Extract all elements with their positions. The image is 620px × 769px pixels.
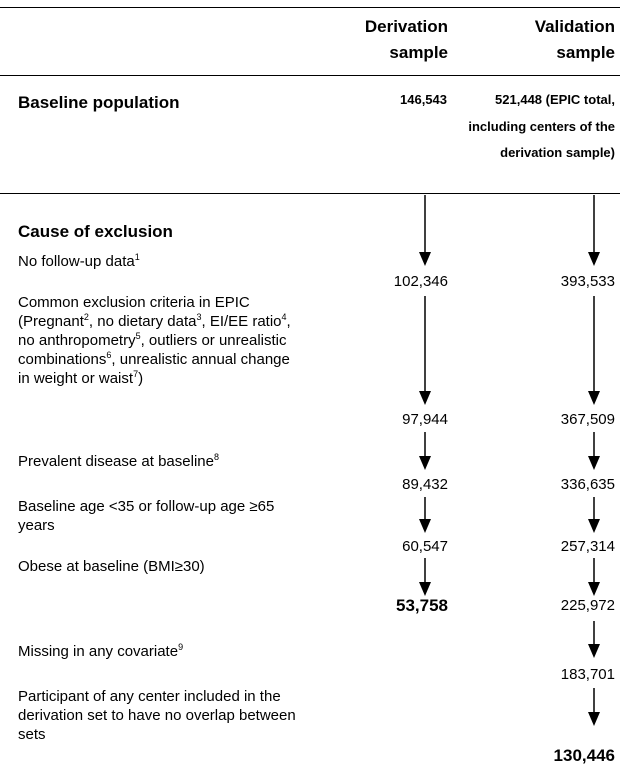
step-label: No follow-up data1 <box>18 252 140 271</box>
footnote-ref: 5 <box>135 331 141 341</box>
label-line: Obese at baseline (BMI≥30) <box>18 557 205 576</box>
footnote-ref: 4 <box>281 312 287 322</box>
label-line: no anthropometry5, outliers or unrealist… <box>18 331 291 350</box>
label-line: Common exclusion criteria in EPIC <box>18 293 291 312</box>
derivation-count: 97,944 <box>402 411 448 428</box>
arrow-head <box>419 519 431 533</box>
header-rule <box>0 75 620 76</box>
label-line: Missing in any covariate9 <box>18 642 183 661</box>
label-text: Participant of any center included in th… <box>18 688 281 705</box>
label-text: Baseline age <35 or follow-up age ≥65 <box>18 498 275 515</box>
footnote-ref: 8 <box>213 452 219 462</box>
footnote-ref: 3 <box>196 312 202 322</box>
derivation-count: 60,547 <box>402 538 448 555</box>
footnote-ref: 9 <box>178 642 184 652</box>
footnote-ref: 6 <box>106 350 112 360</box>
validation-count: 367,509 <box>560 411 615 428</box>
label-text: (Pregnant <box>18 313 84 330</box>
baseline-label: Baseline population <box>18 93 180 112</box>
label-text: ) <box>138 370 144 387</box>
step-label: Obese at baseline (BMI≥30) <box>18 557 205 576</box>
arrow-head <box>588 582 600 596</box>
label-text: no anthropometry <box>18 332 136 349</box>
arrow-head <box>588 519 600 533</box>
step-label: Missing in any covariate9 <box>18 642 183 661</box>
label-text: Obese at baseline (BMI≥30) <box>18 558 205 575</box>
label-text: Missing in any covariate <box>18 643 179 660</box>
label-text: , EI/EE ratio <box>201 313 282 330</box>
derivation-count: 89,432 <box>402 476 448 493</box>
validation-header: Validation sample <box>534 17 615 62</box>
label-text: , unrealistic annual change <box>111 351 290 368</box>
derivation-count: 102,346 <box>393 273 448 290</box>
label-text: , <box>286 313 291 330</box>
label-line: sets <box>18 725 296 744</box>
label-text: derivation set to have no overlap betwee… <box>18 707 296 724</box>
label-text: Common exclusion criteria in EPIC <box>18 294 250 311</box>
validation-count: 257,314 <box>560 538 615 555</box>
baseline-derivation: 146,543 <box>400 92 447 107</box>
validation-count: 225,972 <box>560 597 615 614</box>
validation-count: 336,635 <box>560 476 615 493</box>
arrow-head <box>419 456 431 470</box>
label-line: years <box>18 516 274 535</box>
label-line: Participant of any center included in th… <box>18 687 296 706</box>
footnote-ref: 1 <box>134 252 140 262</box>
label-line: combinations6, unrealistic annual change <box>18 350 291 369</box>
label-line: derivation set to have no overlap betwee… <box>18 706 296 725</box>
label-text: in weight or waist <box>18 370 134 387</box>
validation-count: 183,701 <box>560 666 615 683</box>
arrow-head <box>588 252 600 266</box>
exclusion-title: Cause of exclusion <box>18 222 173 241</box>
arrow-head <box>419 252 431 266</box>
arrow-head <box>588 391 600 405</box>
arrow-head <box>419 391 431 405</box>
label-text: , no dietary data <box>88 313 197 330</box>
arrow-head <box>588 644 600 658</box>
arrow-head <box>588 712 600 726</box>
label-line: Prevalent disease at baseline8 <box>18 452 219 471</box>
label-text: Prevalent disease at baseline <box>18 453 214 470</box>
label-line: Baseline age <35 or follow-up age ≥65 <box>18 497 274 516</box>
label-text: sets <box>18 726 46 743</box>
arrow-head <box>419 582 431 596</box>
footnote-ref: 7 <box>133 369 139 379</box>
step-label: Prevalent disease at baseline8 <box>18 452 219 471</box>
label-line: (Pregnant2, no dietary data3, EI/EE rati… <box>18 312 291 331</box>
validation-count: 393,533 <box>560 273 615 290</box>
top-rule <box>0 7 620 8</box>
footnote-ref: 2 <box>83 312 89 322</box>
label-line: No follow-up data1 <box>18 252 140 271</box>
arrow-head <box>588 456 600 470</box>
step-label: Participant of any center included in th… <box>18 687 296 744</box>
label-text: No follow-up data <box>18 253 135 270</box>
validation-count: 130,446 <box>553 746 615 765</box>
label-text: years <box>18 517 55 534</box>
step-label: Common exclusion criteria in EPIC (Pregna… <box>18 293 291 388</box>
label-line: in weight or waist7) <box>18 369 291 388</box>
derivation-header: Derivation sample <box>364 17 448 62</box>
label-text: combinations <box>18 351 107 368</box>
label-text: , outliers or unrealistic <box>140 332 287 349</box>
derivation-count: 53,758 <box>396 596 448 615</box>
step-label: Baseline age <35 or follow-up age ≥65 yea… <box>18 497 274 535</box>
baseline-validation: 521,448 (EPIC total, including centers o… <box>468 92 615 160</box>
baseline-rule <box>0 193 620 194</box>
